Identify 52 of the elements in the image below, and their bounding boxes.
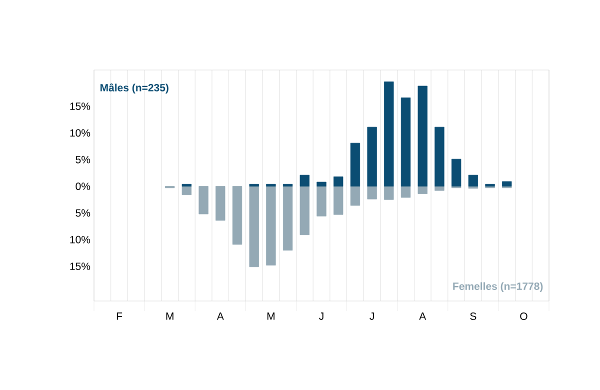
y-tick-label: 0% [76,182,90,190]
bar [350,142,360,186]
bar [266,184,276,186]
bar [249,184,259,186]
bar [468,186,478,189]
x-tick-label: A [419,312,426,320]
text: Mâles (n=235) [100,83,168,94]
x-tick-label: J [319,312,324,320]
y-tick-label: 5% [76,209,90,217]
y-tick-label: 10% [70,236,90,244]
bar [300,174,310,186]
text: Femelles (n=1778) [453,282,543,292]
bar [350,186,360,206]
bar [316,182,326,186]
bar [232,186,242,245]
x-tick-label: O [520,312,528,320]
bar [216,186,226,221]
bar [400,98,411,186]
bar [384,186,394,200]
bar [198,186,208,214]
bar [434,126,444,186]
bar [418,86,428,186]
y-tick-label: 15% [70,262,90,270]
x-tick-label: A [216,312,224,320]
bar [451,158,462,186]
x-tick-label: F [116,312,122,320]
bar [367,186,377,200]
bar [182,184,192,186]
y-tick-label: 15% [70,102,90,110]
bar [468,174,478,186]
bar [282,186,293,251]
x-tick-label: M [166,312,174,320]
bar [502,181,512,186]
bar [334,176,344,186]
bar [266,186,276,266]
bar [367,126,377,186]
bar [316,186,326,216]
bar [249,186,259,268]
bar [182,186,192,196]
bar [334,186,344,215]
y-tick-label: 5% [76,156,90,164]
x-tick-label: S [470,312,476,320]
bar [400,186,411,198]
y-tick-label: 10% [70,129,90,137]
bar [485,184,495,186]
bar [300,186,310,236]
x-tick-label: J [370,312,374,320]
bar [384,82,394,186]
bar [434,186,444,191]
x-tick-label: M [267,312,274,320]
bar [282,184,293,186]
bar [418,186,428,194]
